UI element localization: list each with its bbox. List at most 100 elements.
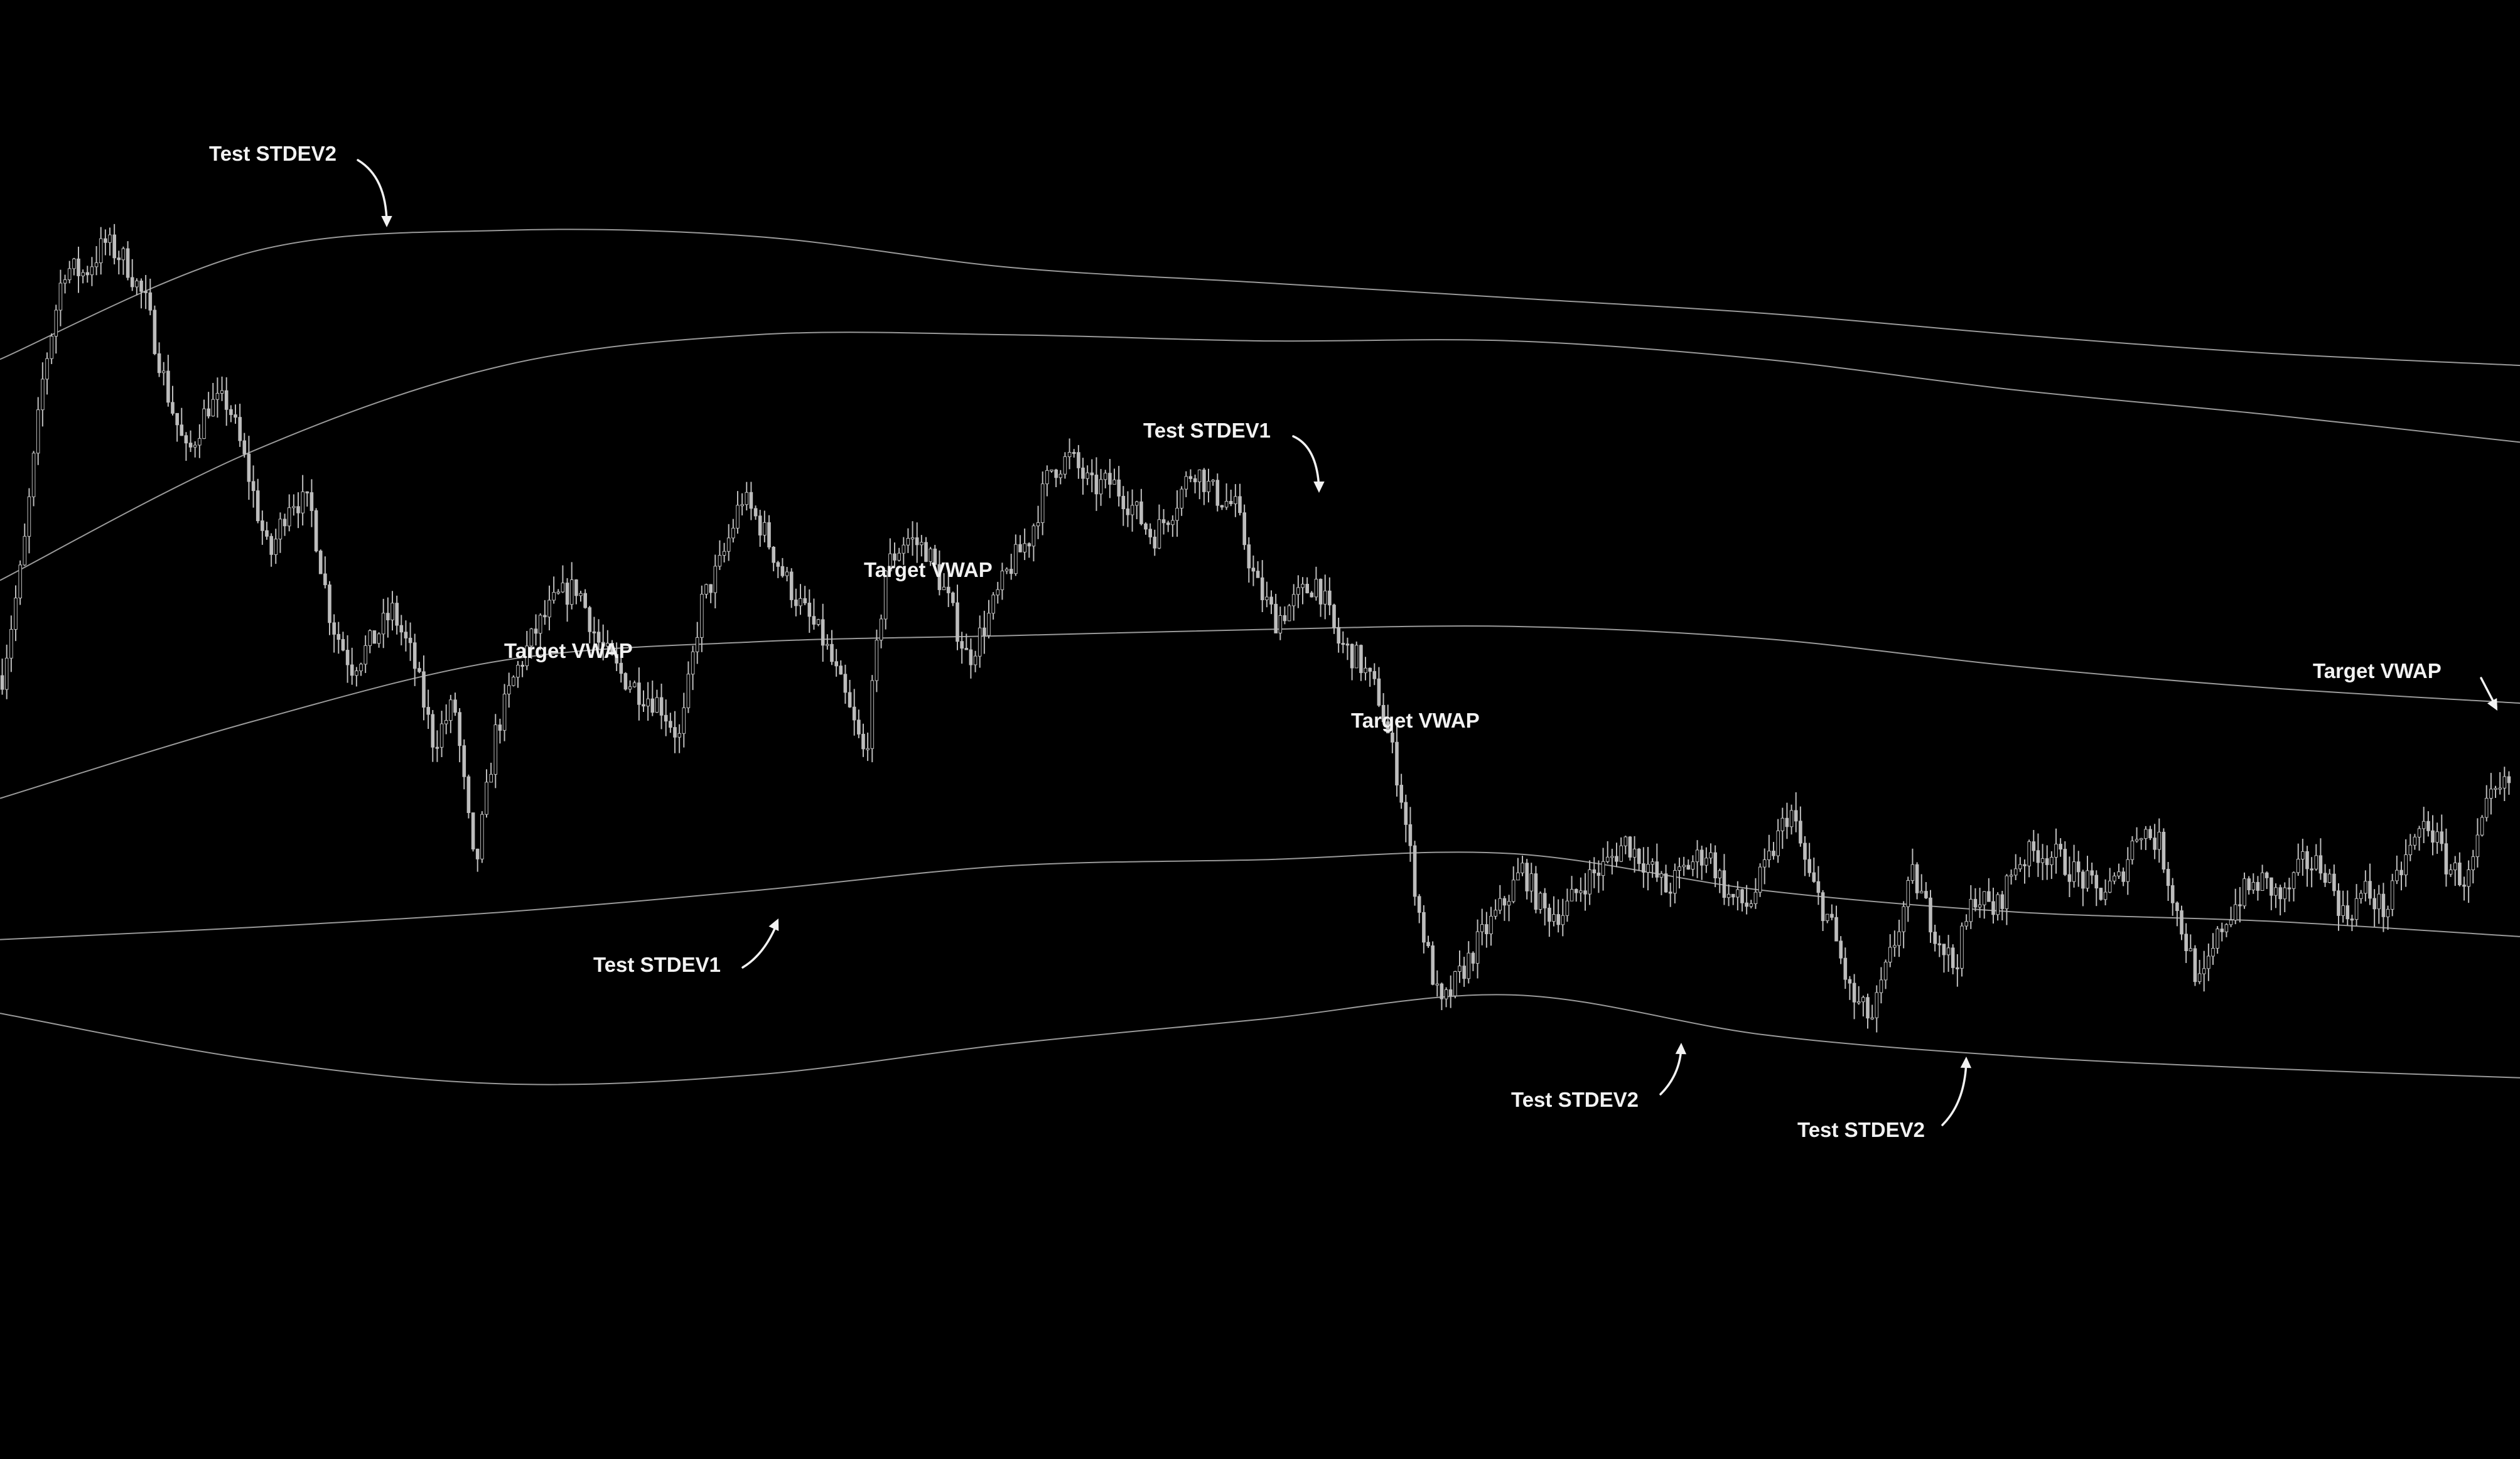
candle-body [341, 639, 345, 651]
candle [2287, 878, 2291, 902]
candle [81, 269, 85, 284]
candle [2189, 934, 2193, 952]
candle-body [1991, 901, 1995, 915]
candle [1996, 892, 2000, 921]
candle [1404, 794, 1408, 843]
candle [435, 730, 439, 762]
candle [628, 680, 632, 693]
candle-body [475, 848, 480, 859]
candle [77, 246, 80, 293]
candle-body [1467, 952, 1471, 979]
candle-body [368, 630, 372, 646]
candle [1014, 534, 1018, 576]
candle [1345, 637, 1350, 660]
candle [2121, 867, 2125, 886]
candle-body [2345, 905, 2350, 920]
candle [973, 650, 977, 672]
candle [161, 362, 166, 385]
candle-body [2421, 821, 2426, 829]
candle-body [951, 592, 955, 603]
candle-body [256, 490, 260, 522]
candle [1753, 878, 1758, 909]
candle [1224, 483, 1229, 510]
candle [1982, 891, 1986, 919]
candle-body [646, 698, 650, 707]
candle-body [789, 571, 794, 600]
candle-body [1628, 836, 1632, 858]
candle [507, 672, 511, 708]
candle [1906, 876, 1910, 922]
candle-body [2390, 880, 2394, 910]
candle-body [1588, 869, 1591, 895]
candle-body [2229, 920, 2233, 925]
candle-body [1978, 904, 1982, 908]
candle-body [1341, 643, 1345, 645]
candle-body [265, 530, 269, 537]
candle [1565, 888, 1570, 922]
candle [1789, 804, 1794, 835]
candle [1000, 563, 1004, 600]
candle-body [2386, 908, 2390, 917]
candle-body [386, 613, 390, 621]
candle-body [274, 539, 278, 555]
candle [2032, 830, 2036, 862]
candle-body [740, 504, 745, 507]
candle [1050, 470, 1053, 473]
candle-body [485, 782, 488, 815]
candle [1875, 985, 1879, 1033]
candle [2332, 864, 2336, 896]
candle [1812, 857, 1816, 883]
candle-body [112, 234, 116, 259]
annotation-arrow [1941, 1060, 1968, 1126]
candle-body [1816, 881, 1821, 893]
candle-body [283, 519, 287, 527]
candle [1148, 523, 1153, 544]
candle [2341, 890, 2345, 923]
candle-body [2484, 798, 2489, 818]
candle [2494, 785, 2497, 798]
candle [803, 586, 807, 605]
candle-body [1144, 523, 1148, 530]
candle [2117, 863, 2121, 879]
candle-body [2332, 873, 2336, 891]
candle-body [960, 641, 964, 649]
candle-body [1364, 667, 1367, 674]
candle [834, 649, 839, 677]
candle [1139, 488, 1143, 525]
candle [1637, 848, 1641, 871]
candle [2144, 826, 2148, 851]
candle-body [480, 814, 484, 859]
candle-body [2368, 881, 2372, 899]
candle [861, 723, 865, 757]
candle-body [153, 310, 157, 354]
candle [956, 584, 959, 650]
candle [1364, 657, 1367, 681]
candle [2305, 846, 2309, 887]
candle [1274, 593, 1278, 633]
candle [310, 479, 314, 527]
candle-body [736, 505, 740, 529]
candle-body [1861, 997, 1865, 1003]
candle [556, 589, 561, 595]
candle [2310, 857, 2313, 888]
candle [1090, 459, 1094, 493]
candle [1283, 606, 1287, 625]
candle [632, 681, 637, 688]
candle [2013, 854, 2018, 881]
candle [745, 482, 749, 511]
candle [63, 274, 67, 294]
candle [224, 377, 229, 426]
candle-body [2251, 881, 2256, 891]
candle-body [1004, 569, 1009, 571]
candle [67, 261, 72, 284]
candle [1305, 577, 1309, 594]
candle [1929, 890, 1932, 943]
candle [1296, 575, 1300, 608]
candle-body [637, 682, 641, 705]
candle [1242, 504, 1247, 550]
candle [2444, 828, 2448, 887]
candle-body [561, 583, 565, 593]
candle [1969, 885, 1973, 929]
candle-body [2274, 887, 2278, 896]
arrow-head-icon [768, 918, 779, 931]
